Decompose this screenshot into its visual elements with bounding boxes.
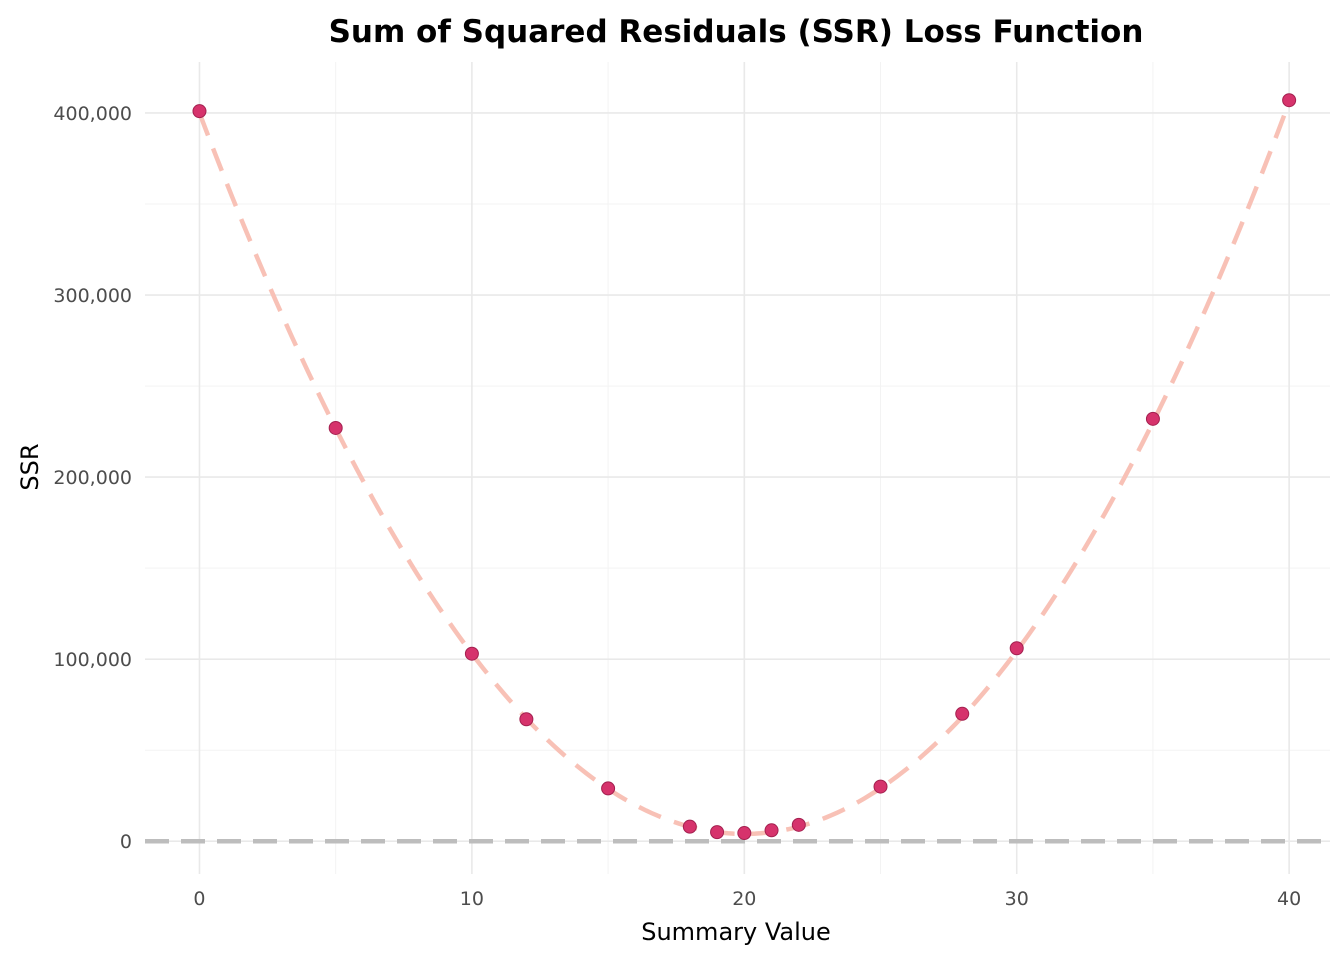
data-point <box>192 104 207 119</box>
data-point <box>682 819 697 834</box>
x-tick-label: 0 <box>193 888 205 910</box>
x-tick-label: 40 <box>1277 888 1301 910</box>
data-point <box>1282 93 1297 108</box>
data-point <box>791 817 806 832</box>
y-tick-label: 200,000 <box>53 467 132 489</box>
chart-title: Sum of Squared Residuals (SSR) Loss Func… <box>329 14 1144 50</box>
data-point <box>764 823 779 838</box>
data-point <box>710 825 725 840</box>
data-point <box>328 420 343 435</box>
data-point <box>601 781 616 796</box>
x-tick-label: 30 <box>1005 888 1029 910</box>
x-tick-label: 20 <box>732 888 756 910</box>
grid-layer <box>145 62 1330 874</box>
data-point <box>519 712 534 727</box>
y-axis-title: SSR <box>16 443 44 490</box>
y-tick-label: 0 <box>120 831 132 853</box>
x-axis-title: Summary Value <box>641 918 831 946</box>
data-point <box>737 826 752 841</box>
y-tick-label: 400,000 <box>53 103 132 125</box>
y-tick-label: 100,000 <box>53 649 132 671</box>
fitted-ssr-curve <box>197 101 1292 837</box>
x-tick-label: 10 <box>460 888 484 910</box>
data-point <box>464 646 479 661</box>
y-tick-label: 300,000 <box>53 285 132 307</box>
tick-labels-layer: 0 10 20 30 40 0 100,000 200,000 300,000 400,000 <box>53 103 1301 910</box>
data-point <box>955 706 970 721</box>
data-point <box>873 779 888 794</box>
data-point <box>1145 411 1160 426</box>
data-point <box>1009 641 1024 656</box>
data-points-layer <box>192 93 1297 841</box>
fitted-curve-layer <box>197 101 1292 837</box>
